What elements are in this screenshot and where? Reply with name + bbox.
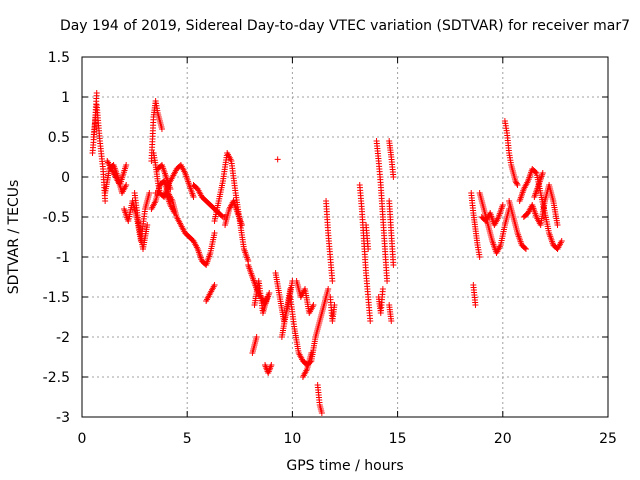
x-axis-label: GPS time / hours [286, 458, 403, 474]
data-point [554, 222, 561, 228]
y-tick-label: 0 [61, 170, 70, 186]
data-point [521, 245, 528, 251]
y-tick-label: -2 [56, 330, 70, 346]
x-tick-label: 15 [389, 431, 407, 447]
y-tick-label: -1.5 [43, 290, 70, 306]
data-point [238, 222, 245, 228]
x-tick-label: 5 [183, 431, 192, 447]
data-point [102, 198, 109, 204]
data-point [558, 238, 565, 244]
data-point [388, 318, 395, 324]
data-point [264, 294, 271, 300]
data-point [158, 126, 165, 132]
data-point [513, 179, 520, 186]
chart-title: Day 194 of 2019, Sidereal Day-to-day VTE… [60, 18, 630, 34]
data-point [379, 286, 386, 292]
data-point [167, 186, 174, 192]
data-point [539, 170, 546, 176]
data-point [146, 190, 153, 196]
y-tick-label: -2.5 [43, 370, 70, 386]
data-point [513, 180, 520, 187]
data-point [512, 178, 519, 184]
data-point [144, 222, 151, 228]
x-tick-label: 25 [599, 431, 617, 447]
data-point [274, 156, 281, 163]
data-point [499, 202, 506, 208]
data-point [331, 302, 338, 308]
plot-frame [81, 56, 609, 418]
data-point [190, 194, 197, 200]
data-point [365, 246, 372, 252]
data-point [308, 350, 315, 356]
y-axis-label: SDTVAR / TECUs [6, 180, 22, 295]
x-tick-label: 20 [494, 431, 512, 447]
data-point [325, 286, 332, 292]
data-point [268, 362, 275, 368]
y-tick-label: -3 [56, 410, 70, 426]
data-point [384, 278, 391, 284]
grid-lines [82, 57, 608, 417]
data-point [472, 302, 479, 308]
data-point [310, 302, 317, 308]
x-tick-label: 0 [78, 431, 87, 447]
data-point [476, 254, 483, 260]
data-point [287, 286, 294, 292]
data-point [266, 290, 273, 296]
data-point [329, 278, 336, 284]
y-tick-label: 1 [61, 90, 70, 106]
data-point [390, 174, 397, 180]
data-point [211, 282, 218, 288]
x-tick-label: 10 [283, 431, 301, 447]
data-point [171, 210, 178, 216]
data-point [532, 169, 539, 175]
axis-ticks [81, 56, 609, 418]
y-tick-label: 0.5 [48, 130, 70, 146]
y-tick-label: 1.5 [48, 50, 70, 66]
y-tick-label: -0.5 [43, 210, 70, 226]
data-point [390, 262, 397, 268]
data-point [522, 246, 529, 252]
data-point [123, 162, 130, 168]
data-point [211, 230, 218, 236]
data-points [89, 90, 565, 416]
y-tick-label: -1 [56, 250, 70, 266]
data-point [367, 318, 374, 324]
data-point [123, 182, 130, 188]
data-point [93, 90, 100, 96]
data-point [253, 334, 260, 340]
data-point [318, 410, 325, 416]
data-point [514, 182, 521, 188]
